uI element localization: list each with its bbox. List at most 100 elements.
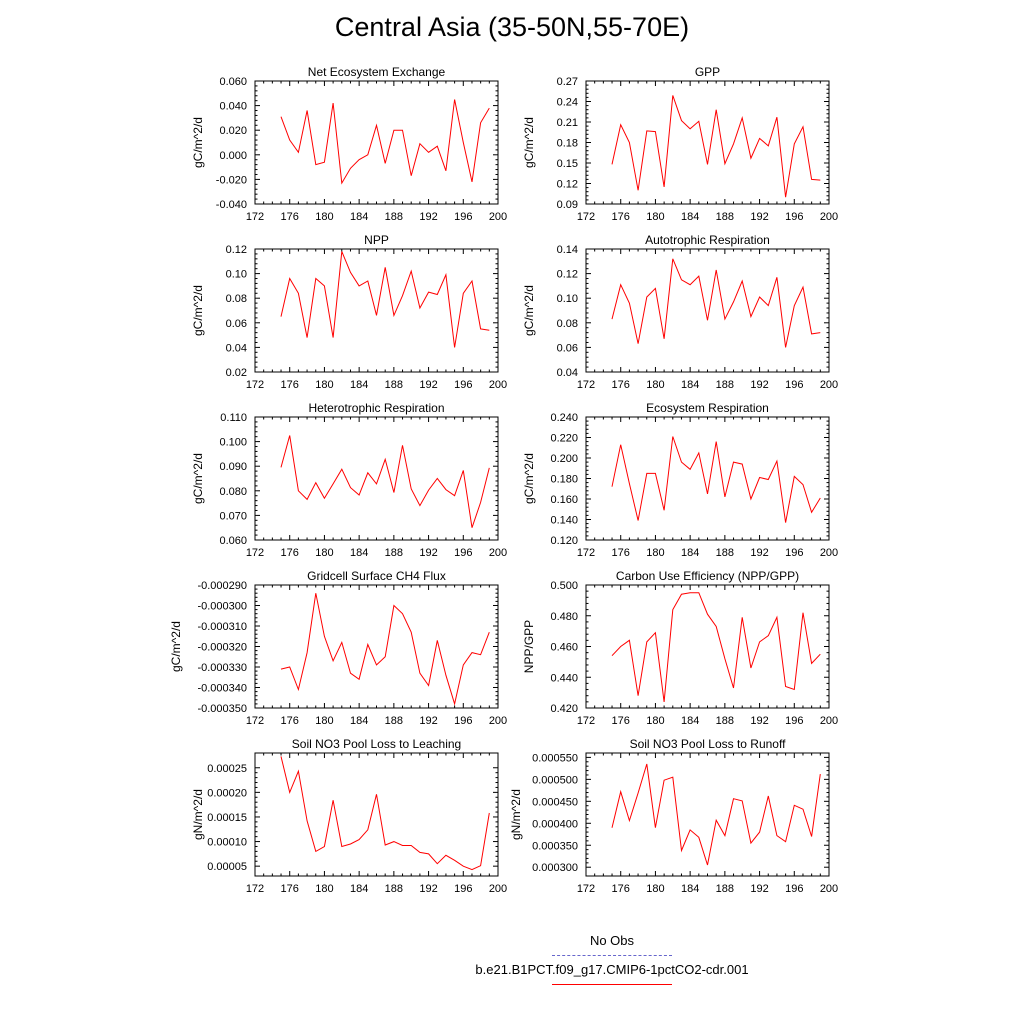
panel-9-ytick-label-2: 0.000400 (532, 818, 578, 830)
panel-9-ytick-label-3: 0.000450 (532, 796, 578, 808)
panel-7-xtick-label-1: 176 (612, 715, 630, 727)
panel-9-ytick-label-4: 0.000500 (532, 774, 578, 786)
panel-4-ytick-label-3: 0.090 (219, 461, 247, 473)
panel-3-ytick-label-5: 0.14 (557, 244, 578, 256)
panel-7-xtick-label-7: 200 (820, 715, 838, 727)
panel-0-ytick-label-4: 0.040 (219, 101, 247, 113)
panel-1-ytick-label-0: 0.09 (557, 199, 578, 211)
panel-3-ytick-label-4: 0.12 (557, 269, 578, 281)
panel-3-frame (585, 248, 830, 373)
panel-8-xtick-label-4: 188 (385, 883, 403, 895)
panel-5-xtick-label-6: 196 (785, 547, 803, 559)
panel-4-ytick-label-4: 0.100 (219, 437, 247, 449)
panel-1-xtick-label-3: 184 (681, 211, 699, 223)
panel-4-xtick-label-6: 196 (454, 547, 472, 559)
legend-case-line (552, 984, 672, 985)
panel-6-xtick-label-7: 200 (489, 715, 507, 727)
panel-3-xtick-label-2: 180 (646, 379, 664, 391)
panel-7-xtick-label-4: 188 (716, 715, 734, 727)
panel-9-title: Soil NO3 Pool Loss to Runoff (630, 737, 787, 751)
panel-5-ytick-label-6: 0.240 (550, 412, 578, 424)
panel-2-ytick-label-3: 0.08 (226, 293, 247, 305)
panel-3-xtick-label-0: 172 (577, 379, 595, 391)
panel-4-frame (254, 416, 499, 541)
panel-5-ytick-label-0: 0.120 (550, 535, 578, 547)
panel-4-xtick-label-4: 188 (385, 547, 403, 559)
panel-6-xtick-label-6: 196 (454, 715, 472, 727)
panel-2-frame (254, 248, 499, 373)
panel-0-title: Net Ecosystem Exchange (308, 65, 446, 79)
panel-0-ytick-label-2: 0.000 (219, 150, 247, 162)
panel-9-xtick-label-3: 184 (681, 883, 699, 895)
panel-6-ytick-label-2: -0.000330 (197, 662, 247, 674)
panel-3-ytick-label-2: 0.08 (557, 318, 578, 330)
panel-1-ytick-label-3: 0.18 (557, 138, 578, 150)
panel-2-ytick-label-0: 0.02 (226, 367, 247, 379)
panel-3-xtick-label-6: 196 (785, 379, 803, 391)
panel-4-xtick-label-0: 172 (246, 547, 264, 559)
panel-9-ytick-label-1: 0.000350 (532, 840, 578, 852)
panel-6-frame (254, 584, 499, 709)
legend-obs-label: No Obs (589, 933, 635, 948)
panel-7-series-line (611, 592, 821, 702)
page-title: Central Asia (35-50N,55-70E) (334, 12, 690, 42)
panel-6-xtick-label-5: 192 (419, 715, 437, 727)
panel-6-ytick-label-4: -0.000310 (197, 621, 247, 633)
panel-5-xtick-label-2: 180 (646, 547, 664, 559)
panel-4-series-line (280, 435, 490, 528)
panel-6-xtick-label-1: 176 (281, 715, 299, 727)
panel-7-ytick-label-4: 0.500 (550, 580, 578, 592)
panel-4-ytick-label-2: 0.080 (219, 486, 247, 498)
panel-2-xtick-label-4: 188 (385, 379, 403, 391)
panel-8-series-line (280, 756, 490, 871)
panel-8-ytick-label-2: 0.00015 (207, 812, 247, 824)
panel-1-xtick-label-1: 176 (612, 211, 630, 223)
panel-7-xtick-label-5: 192 (750, 715, 768, 727)
panel-3-title: Autotrophic Respiration (645, 233, 770, 247)
panel-7-title: Carbon Use Efficiency (NPP/GPP) (616, 569, 799, 583)
legend-case-label: b.e21.B1PCT.f09_g17.CMIP6-1pctCO2-cdr.00… (475, 962, 749, 977)
panel-2-ylabel: gC/m^2/d (191, 285, 205, 336)
panel-7-ytick-label-3: 0.480 (550, 611, 578, 623)
panel-0-xtick-label-6: 196 (454, 211, 472, 223)
panel-3-xtick-label-7: 200 (820, 379, 838, 391)
panel-3-ylabel: gC/m^2/d (522, 285, 536, 336)
panel-9-ytick-label-5: 0.000550 (532, 752, 578, 764)
panel-7-ytick-label-1: 0.440 (550, 672, 578, 684)
panel-2-xtick-label-0: 172 (246, 379, 264, 391)
panel-5-title: Ecosystem Respiration (646, 401, 769, 415)
panel-1-frame (585, 80, 830, 205)
panel-7-xtick-label-6: 196 (785, 715, 803, 727)
panel-6-xtick-label-4: 188 (385, 715, 403, 727)
panel-1-ytick-label-5: 0.24 (557, 97, 578, 109)
panel-6-xtick-label-0: 172 (246, 715, 264, 727)
panel-7-frame (585, 584, 830, 709)
panel-0-xtick-label-4: 188 (385, 211, 403, 223)
panel-8-ytick-label-1: 0.00010 (207, 837, 247, 849)
panel-7-xtick-label-3: 184 (681, 715, 699, 727)
panel-8-ytick-label-4: 0.00025 (207, 763, 247, 775)
panel-9-xtick-label-5: 192 (750, 883, 768, 895)
panel-5-ylabel: gC/m^2/d (522, 453, 536, 504)
panel-8-xtick-label-3: 184 (350, 883, 368, 895)
panel-4-xtick-label-2: 180 (315, 547, 333, 559)
panel-8-xtick-label-7: 200 (489, 883, 507, 895)
panel-5-ytick-label-5: 0.220 (550, 433, 578, 445)
panel-6-ytick-label-1: -0.000340 (197, 683, 247, 695)
panel-3-ytick-label-0: 0.04 (557, 367, 578, 379)
panel-0-ytick-label-3: 0.020 (219, 125, 247, 137)
panel-1-xtick-label-2: 180 (646, 211, 664, 223)
panel-3-xtick-label-5: 192 (750, 379, 768, 391)
panel-2-xtick-label-2: 180 (315, 379, 333, 391)
panel-1-ylabel: gC/m^2/d (522, 117, 536, 168)
panel-6-ytick-label-5: -0.000300 (197, 601, 247, 613)
panel-2-xtick-label-6: 196 (454, 379, 472, 391)
panel-2-xtick-label-7: 200 (489, 379, 507, 391)
panel-3-series-line (611, 258, 821, 348)
panel-2-ytick-label-1: 0.04 (226, 342, 247, 354)
panel-4-xtick-label-7: 200 (489, 547, 507, 559)
panel-1-xtick-label-4: 188 (716, 211, 734, 223)
panel-5-xtick-label-1: 176 (612, 547, 630, 559)
panel-9-xtick-label-2: 180 (646, 883, 664, 895)
